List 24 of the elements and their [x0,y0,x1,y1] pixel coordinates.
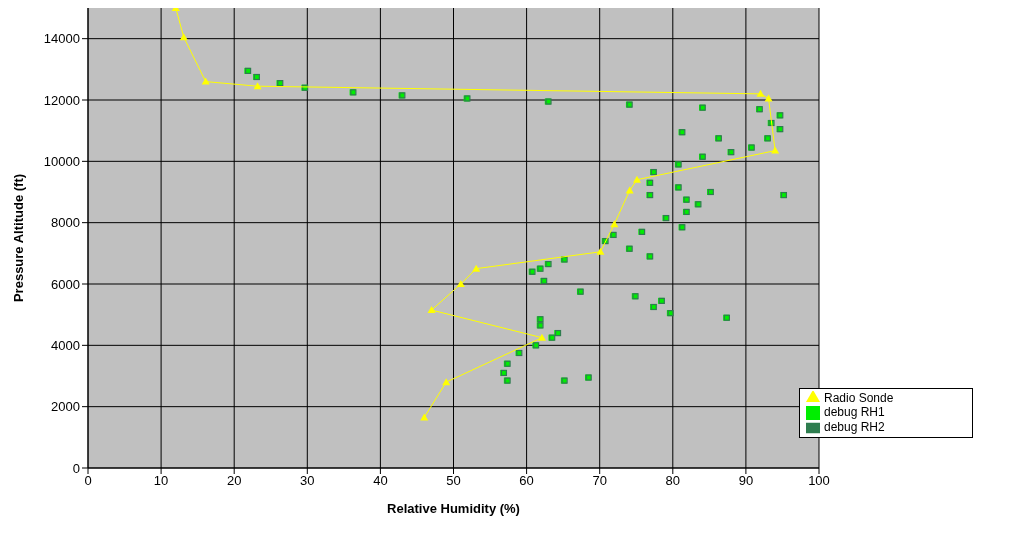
y-tick-label: 2000 [51,399,80,415]
y-tick-label: 14000 [43,31,80,47]
x-tick-label: 90 [738,473,754,489]
x-tick-label: 30 [300,473,315,489]
x-tick-label: 0 [84,473,92,489]
y-tick-label: 10000 [43,153,80,169]
x-tick-label: 100 [808,473,830,489]
x-tick-label: 60 [519,473,534,489]
y-tick-label: 12000 [43,92,80,108]
legend-label: debug RH1 [824,405,885,420]
y-axis-title: Pressure Altitude (ft) [10,173,26,303]
x-axis-title: Relative Humidity (%) [387,501,520,516]
x-tick-label: 20 [226,473,242,489]
x-tick-label: 40 [373,473,388,489]
legend-label: debug RH2 [824,420,885,435]
y-tick-label: 4000 [51,337,80,353]
x-tick-label: 70 [592,473,607,489]
x-tick-label: 80 [665,473,681,489]
y-tick-label: 6000 [51,276,80,292]
legend-label: Radio Sonde [824,390,894,405]
y-tick-label: 0 [72,460,80,476]
y-tick-label: 8000 [51,215,80,231]
x-tick-label: 10 [153,473,169,489]
x-tick-label: 50 [446,473,461,489]
